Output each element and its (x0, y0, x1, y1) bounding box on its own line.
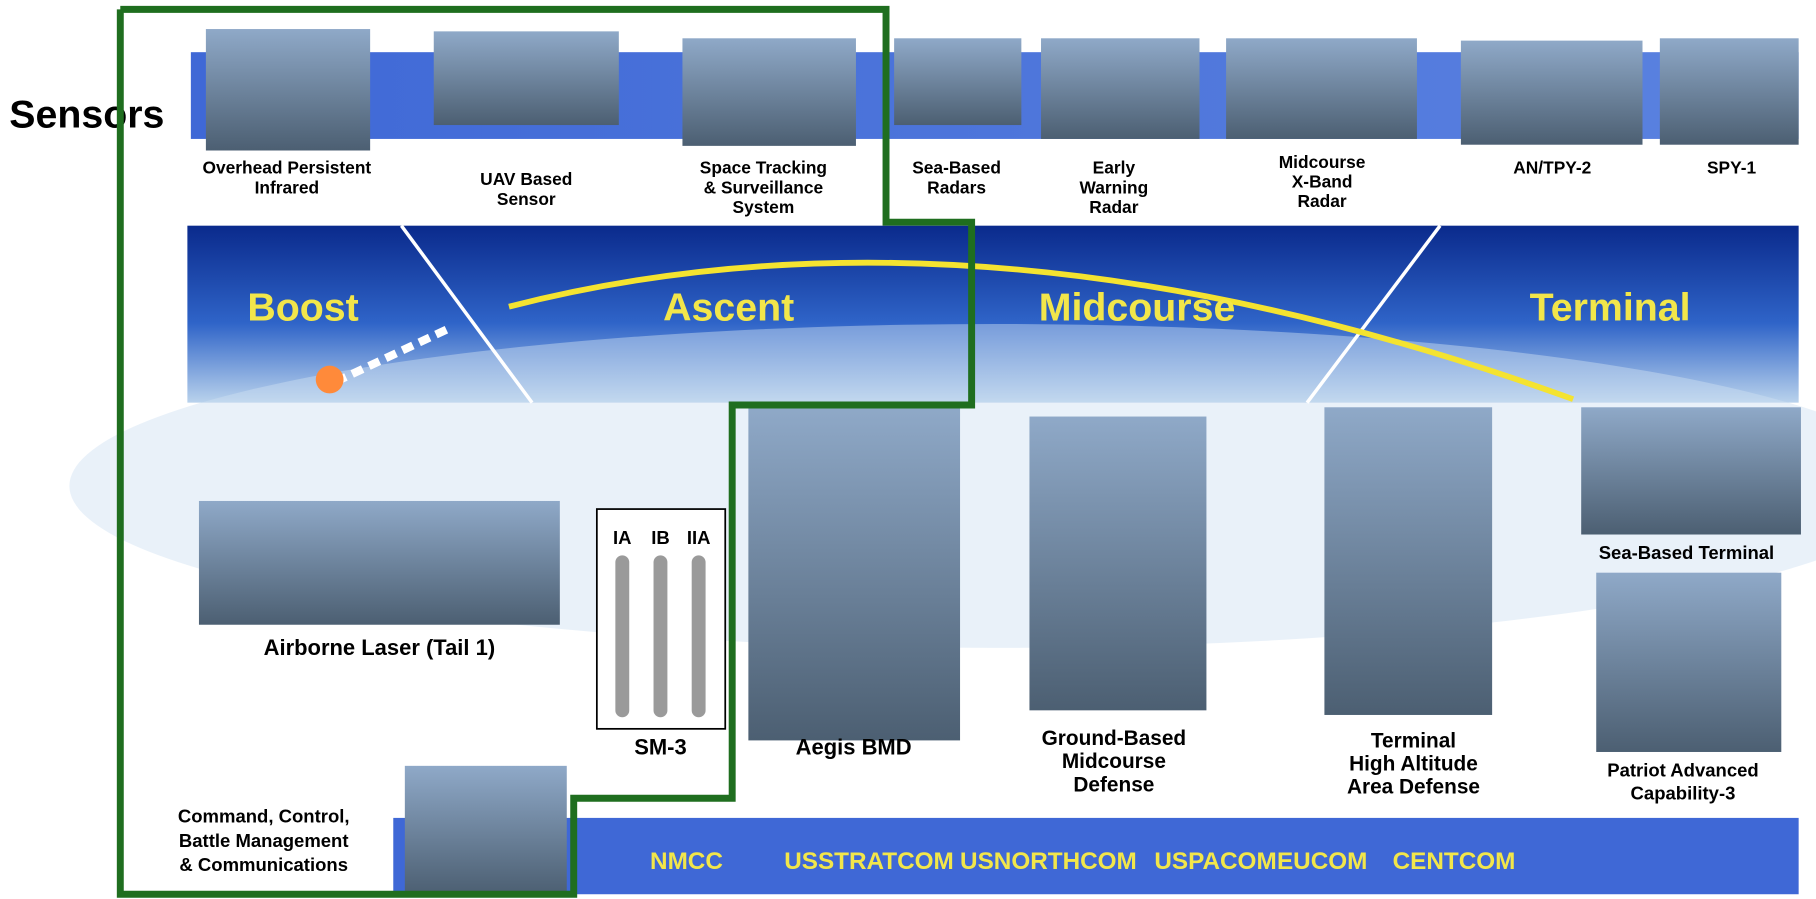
weapon-label: Area Defense (1347, 776, 1480, 799)
weapon-label: Ground-Based (1042, 727, 1187, 750)
weapon-label: Capability-3 (1631, 782, 1736, 803)
command-label: USPACOM (1154, 848, 1276, 875)
sensor-label: Sensor (497, 189, 556, 209)
sensor-label: Warning (1080, 177, 1149, 197)
weapon-label: Defense (1073, 773, 1154, 796)
weapon-label: Patriot Advanced (1607, 759, 1758, 780)
sensor-label: AN/TPY-2 (1513, 158, 1591, 178)
sm3-variant: IB (651, 527, 670, 548)
sensor-label: & Surveillance (704, 177, 824, 197)
command-label: NMCC (650, 848, 723, 875)
section-title: Sensors (9, 92, 164, 136)
sensor-label: Radar (1089, 197, 1138, 217)
weapon-photo (1581, 407, 1801, 534)
sensor-label: UAV Based (480, 169, 572, 189)
weapon-photo (1029, 417, 1206, 711)
sensor-photo (434, 31, 619, 125)
sm3-variant: IIA (687, 527, 711, 548)
sensor-label: X-Band (1292, 172, 1353, 192)
sensor-label: Radars (927, 177, 986, 197)
diagram: Sensors Overhead PersistentInfrared UAV Ba… (0, 0, 1816, 899)
sensor-label: Sea-Based (912, 158, 1001, 178)
c2-label: & Communications (179, 854, 348, 875)
sensor-photo (894, 38, 1021, 125)
sm3-missile (615, 555, 629, 717)
sensor-photo (206, 29, 370, 150)
weapon-photo (1596, 573, 1781, 752)
phase-label: Boost (247, 286, 358, 330)
sm3-variant: IA (613, 527, 632, 548)
rocket-plume (316, 366, 344, 394)
sensor-photo (1041, 38, 1199, 139)
phase-label: Midcourse (1039, 286, 1236, 330)
phase-label: Ascent (663, 286, 794, 330)
sensor-label: Infrared (255, 177, 320, 197)
c2-photo (405, 766, 567, 894)
sensor-label: Early (1093, 158, 1136, 178)
weapon-photo (199, 501, 560, 625)
weapon-photo (1324, 407, 1492, 715)
sensor-photo (1461, 41, 1643, 145)
sensor-label: Radar (1298, 191, 1347, 211)
page: Sensors Overhead PersistentInfrared UAV Ba… (0, 0, 1816, 899)
command-label: USNORTHCOM (960, 848, 1137, 875)
sensor-label: Space Tracking (700, 158, 827, 178)
command-label: CENTCOM (1393, 848, 1516, 875)
sensor-label: Midcourse (1279, 152, 1366, 172)
command-label: USSTRATCOM (784, 848, 954, 875)
phase-label: Terminal (1530, 286, 1691, 330)
sensor-photo (1660, 38, 1799, 144)
weapon-label: Airborne Laser (Tail 1) (264, 635, 496, 660)
weapon-label: Aegis BMD (796, 734, 912, 759)
weapon-label: Midcourse (1062, 750, 1166, 773)
sm3-missile (692, 555, 706, 717)
sensor-label: System (733, 197, 795, 217)
sensor-label: Overhead Persistent (203, 158, 372, 178)
sensor-label: SPY-1 (1707, 158, 1757, 178)
command-label: EUCOM (1277, 848, 1367, 875)
sensor-photo (1226, 38, 1417, 139)
sensor-photo (682, 38, 856, 146)
c2-label: Battle Management (179, 830, 349, 851)
weapon-label: Terminal (1371, 729, 1456, 752)
weapon-photo (748, 407, 960, 740)
weapon-label: SM-3 (634, 734, 687, 759)
sm3-missile (654, 555, 668, 717)
weapon-label: High Altitude (1349, 752, 1478, 775)
c2-label: Command, Control, (178, 806, 350, 827)
weapon-label: Sea-Based Terminal (1599, 542, 1774, 563)
